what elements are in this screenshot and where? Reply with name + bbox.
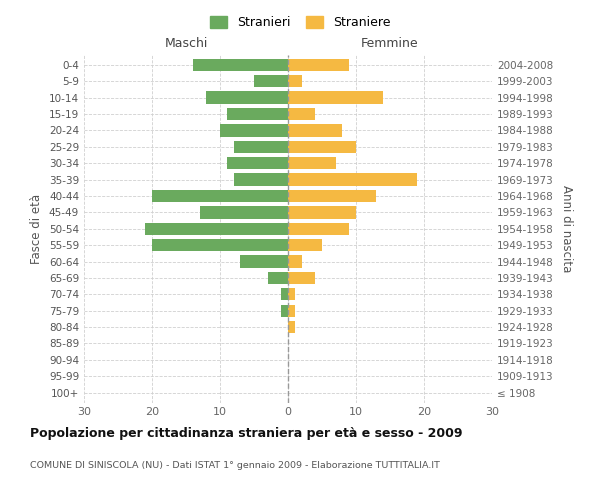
Bar xyxy=(288,190,376,202)
Bar xyxy=(288,256,302,268)
Bar xyxy=(227,108,288,120)
Bar xyxy=(152,190,288,202)
Bar xyxy=(227,157,288,170)
Bar xyxy=(288,288,295,300)
Text: Popolazione per cittadinanza straniera per età e sesso - 2009: Popolazione per cittadinanza straniera p… xyxy=(30,428,463,440)
Bar xyxy=(281,288,288,300)
Bar xyxy=(288,157,335,170)
Bar xyxy=(288,174,417,186)
Text: Femmine: Femmine xyxy=(361,37,419,50)
Bar xyxy=(152,239,288,252)
Bar xyxy=(288,222,349,235)
Text: Maschi: Maschi xyxy=(164,37,208,50)
Legend: Stranieri, Straniere: Stranieri, Straniere xyxy=(207,14,393,32)
Bar xyxy=(233,174,288,186)
Bar xyxy=(145,222,288,235)
Bar xyxy=(200,206,288,218)
Y-axis label: Fasce di età: Fasce di età xyxy=(31,194,43,264)
Bar xyxy=(288,75,302,88)
Bar xyxy=(288,304,295,317)
Bar xyxy=(288,321,295,333)
Text: COMUNE DI SINISCOLA (NU) - Dati ISTAT 1° gennaio 2009 - Elaborazione TUTTITALIA.: COMUNE DI SINISCOLA (NU) - Dati ISTAT 1°… xyxy=(30,460,440,469)
Bar xyxy=(193,58,288,71)
Bar xyxy=(288,272,315,284)
Bar xyxy=(281,304,288,317)
Bar xyxy=(288,206,356,218)
Bar xyxy=(254,75,288,88)
Bar xyxy=(268,272,288,284)
Bar xyxy=(288,239,322,252)
Bar xyxy=(241,256,288,268)
Bar xyxy=(288,108,315,120)
Bar xyxy=(288,58,349,71)
Bar xyxy=(288,140,356,153)
Bar xyxy=(233,140,288,153)
Bar xyxy=(288,124,343,136)
Y-axis label: Anni di nascita: Anni di nascita xyxy=(560,185,573,272)
Bar xyxy=(288,92,383,104)
Bar xyxy=(220,124,288,136)
Bar xyxy=(206,92,288,104)
